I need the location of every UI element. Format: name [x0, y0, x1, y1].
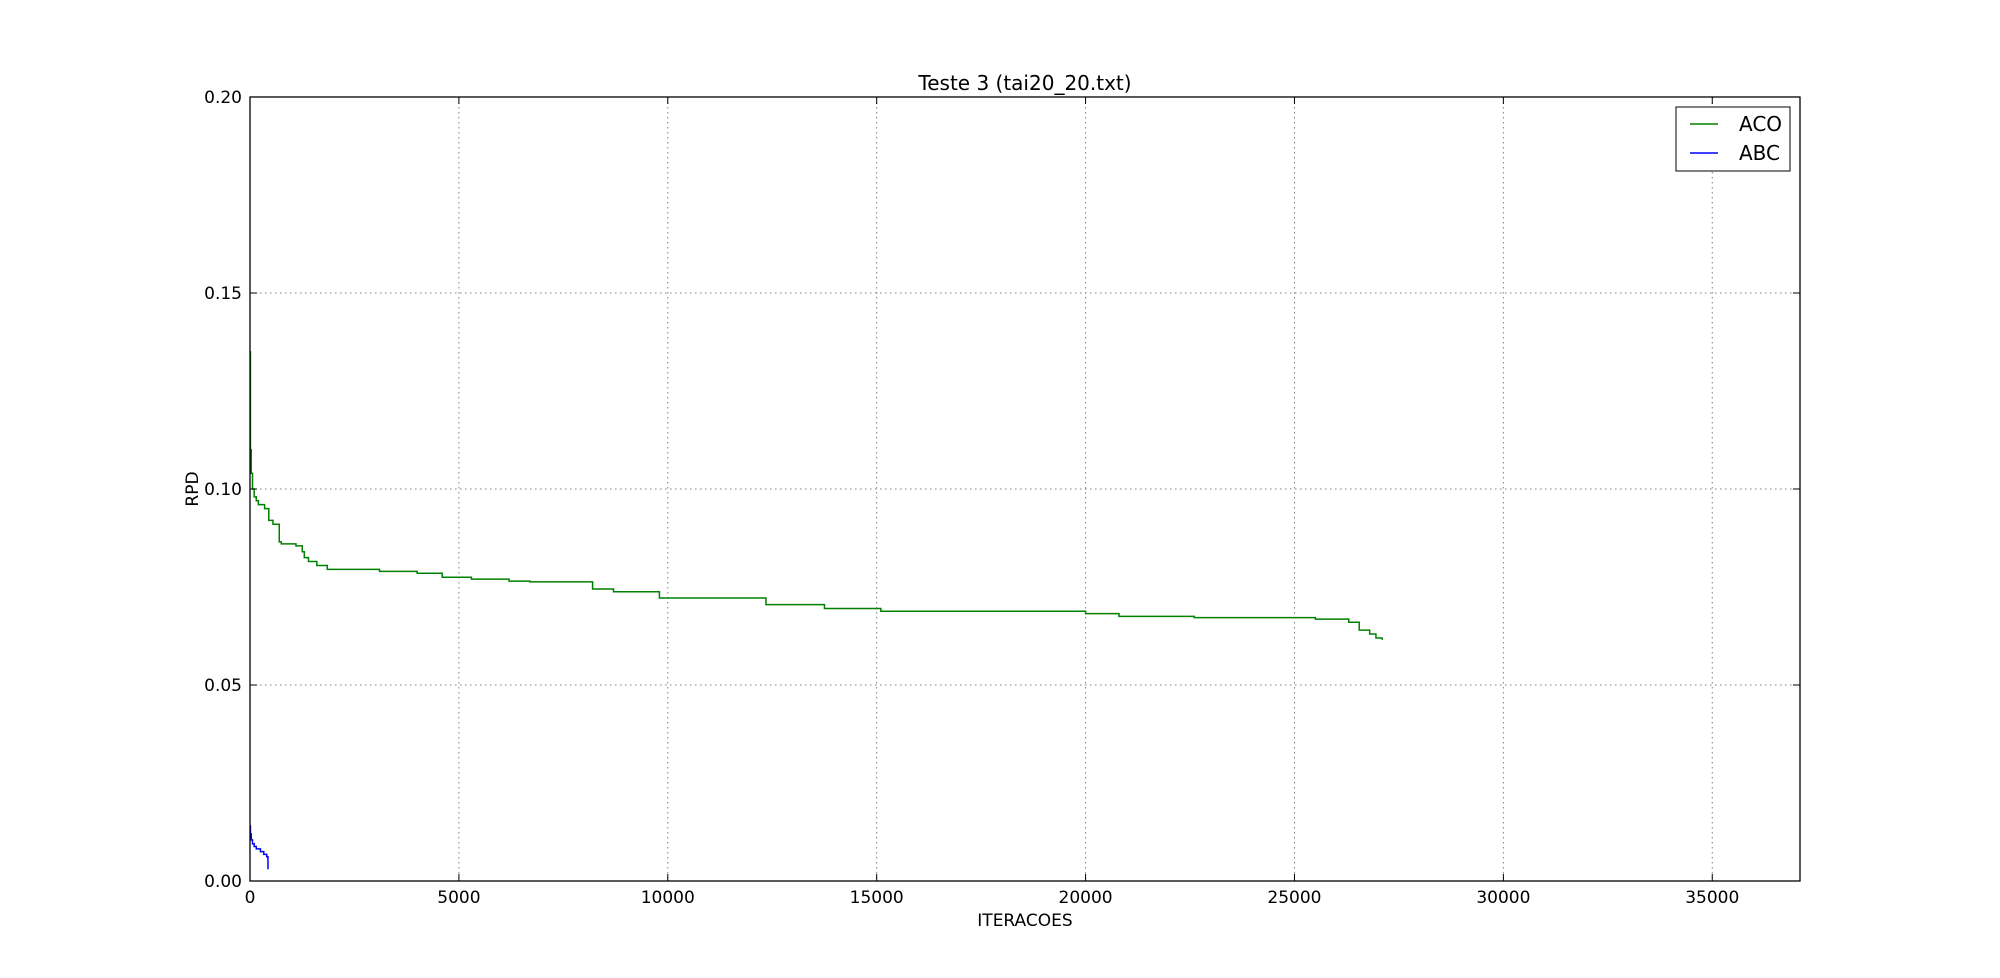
legend-label-abc: ABC — [1739, 141, 1780, 165]
legend: ACO ABC — [1675, 106, 1791, 172]
series-line-abc — [249, 825, 269, 870]
series-layer — [249, 351, 1383, 870]
x-tick-label: 35000 — [1685, 888, 1739, 908]
x-tick-label: 20000 — [1059, 888, 1113, 908]
legend-label-aco: ACO — [1739, 112, 1782, 136]
grid — [250, 97, 1800, 881]
y-tick-label: 0.05 — [204, 676, 242, 696]
x-tick-label: 15000 — [850, 888, 904, 908]
axis-ticks: 0 5000 10000 15000 20000 25000 30000 35000 0.00 0… — [204, 88, 1800, 908]
x-tick-label: 0 — [245, 888, 256, 908]
x-axis-label: ITERACOES — [977, 911, 1072, 931]
x-tick-label: 5000 — [437, 888, 480, 908]
y-tick-label: 0.10 — [204, 480, 242, 500]
y-tick-label: 0.00 — [204, 872, 242, 892]
y-tick-label: 0.15 — [204, 284, 242, 304]
chart-title: Teste 3 (tai20_20.txt) — [917, 71, 1131, 95]
x-tick-label: 25000 — [1267, 888, 1321, 908]
legend-box — [1675, 106, 1791, 172]
x-tick-label: 30000 — [1476, 888, 1530, 908]
x-tick-label: 10000 — [641, 888, 695, 908]
y-axis-label: RPD — [183, 471, 203, 506]
y-tick-label: 0.20 — [204, 88, 242, 108]
series-line-aco — [249, 351, 1383, 640]
